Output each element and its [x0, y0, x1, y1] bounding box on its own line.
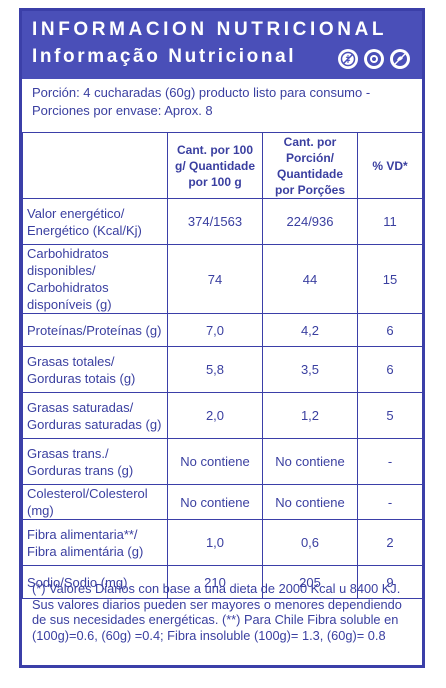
title-portuguese: Informação Nutricional	[32, 46, 297, 67]
certification-icons	[338, 49, 410, 69]
nutrient-name: Sodio/Sodio (mg)	[22, 565, 168, 599]
nutrient-name-line2: Gorduras trans (g)	[27, 462, 134, 478]
nutrient-name-line1: Proteínas/Proteínas (g)	[27, 322, 162, 338]
serving-info: Porción: 4 cucharadas (60g) producto lis…	[32, 84, 412, 120]
nutrient-name-line1: Grasas saturadas/	[27, 399, 134, 415]
value-per-portion: 0,6	[262, 519, 358, 566]
value-per-portion: 3,5	[262, 346, 358, 393]
table-row: Sodio/Sodio (mg) 210 205 9	[22, 565, 423, 599]
serving-size: Porción: 4 cucharadas (60g) producto lis…	[32, 85, 371, 100]
table-header-row: Cant. por 100 g/ Quantidade por 100 g Ca…	[22, 132, 423, 199]
nutrient-name-line1: Colesterol/Colesterol (mg)	[27, 486, 148, 518]
nutrient-name-line2: Gorduras saturadas (g)	[27, 416, 162, 432]
nutrient-name-line2: Fibra alimentária (g)	[27, 543, 144, 559]
nutrient-name-line1: Carbohidratos disponibles/	[27, 246, 109, 278]
value-per-portion: 205	[262, 565, 358, 599]
nutrient-name-line2: Energético (Kcal/Kj)	[27, 222, 142, 238]
no-preservatives-icon	[390, 49, 410, 69]
nutrient-name: Grasas saturadas/Gorduras saturadas (g)	[22, 392, 168, 439]
value-per-100g: No contiene	[167, 484, 263, 520]
table-row: Carbohidratos disponibles/Carbohidratos …	[22, 244, 423, 314]
nutrient-name: Valor energético/Energético (Kcal/Kj)	[22, 198, 168, 245]
no-gluten-icon	[338, 49, 358, 69]
value-per-100g: 210	[167, 565, 263, 599]
table-row: Fibra alimentaria**/Fibra alimentária (g…	[22, 519, 423, 566]
header-per-portion: Cant. por Porción/ Quantidade por Porçõe…	[262, 132, 358, 199]
table-row: Proteínas/Proteínas (g) 7,0 4,2 6	[22, 313, 423, 347]
daily-value: 6	[357, 346, 423, 393]
daily-value: 5	[357, 392, 423, 439]
value-per-100g: No contiene	[167, 438, 263, 485]
value-per-portion: 224/936	[262, 198, 358, 245]
nutrient-name: Colesterol/Colesterol (mg)	[22, 484, 168, 520]
table-row: Grasas saturadas/Gorduras saturadas (g) 2…	[22, 392, 423, 439]
footnote: (*) Valores Diarios con base a una dieta…	[32, 581, 402, 643]
servings-per-container: Porciones por envase: Aprox. 8	[32, 103, 213, 118]
value-per-100g: 374/1563	[167, 198, 263, 245]
nutrition-panel: INFORMACION NUTRICIONAL Informação Nutri…	[19, 8, 425, 668]
daily-value: 6	[357, 313, 423, 347]
header-daily-value: % VD*	[357, 132, 423, 199]
value-per-100g: 5,8	[167, 346, 263, 393]
daily-value: 11	[357, 198, 423, 245]
header: INFORMACION NUTRICIONAL Informação Nutri…	[22, 11, 422, 79]
nutrient-name: Fibra alimentaria**/Fibra alimentária (g…	[22, 519, 168, 566]
daily-value: 15	[357, 244, 423, 314]
seal-icon	[364, 49, 384, 69]
value-per-portion: 1,2	[262, 392, 358, 439]
nutrient-name-line1: Fibra alimentaria**/	[27, 526, 138, 542]
value-per-100g: 1,0	[167, 519, 263, 566]
daily-value: 9	[357, 565, 423, 599]
nutrient-name: Proteínas/Proteínas (g)	[22, 313, 168, 347]
nutrient-name: Carbohidratos disponibles/Carbohidratos …	[22, 244, 168, 314]
header-nutrient	[22, 132, 168, 199]
value-per-100g: 7,0	[167, 313, 263, 347]
nutrient-name-line1: Grasas trans./	[27, 445, 109, 461]
title-spanish: INFORMACION NUTRICIONAL	[32, 19, 388, 40]
value-per-100g: 74	[167, 244, 263, 314]
nutrient-name-line1: Valor energético/	[27, 205, 125, 221]
header-per-100g: Cant. por 100 g/ Quantidade por 100 g	[167, 132, 263, 199]
value-per-portion: No contiene	[262, 484, 358, 520]
value-per-100g: 2,0	[167, 392, 263, 439]
nutrient-name-line1: Sodio/Sodio (mg)	[27, 574, 128, 590]
table-row: Valor energético/Energético (Kcal/Kj) 374…	[22, 198, 423, 245]
table-row: Grasas trans./Gorduras trans (g) No conti…	[22, 438, 423, 485]
value-per-portion: No contiene	[262, 438, 358, 485]
table-row: Colesterol/Colesterol (mg) No contiene No …	[22, 484, 423, 520]
nutrient-name-line2: Carbohidratos disponíveis (g)	[27, 280, 112, 312]
value-per-portion: 4,2	[262, 313, 358, 347]
daily-value: 2	[357, 519, 423, 566]
table-row: Grasas totales/Gorduras totais (g) 5,8 3,5…	[22, 346, 423, 393]
nutrient-name: Grasas totales/Gorduras totais (g)	[22, 346, 168, 393]
nutrition-table: Cant. por 100 g/ Quantidade por 100 g Ca…	[22, 132, 423, 599]
value-per-portion: 44	[262, 244, 358, 314]
nutrient-name: Grasas trans./Gorduras trans (g)	[22, 438, 168, 485]
daily-value: -	[357, 438, 423, 485]
nutrient-name-line1: Grasas totales/	[27, 353, 115, 369]
daily-value: -	[357, 484, 423, 520]
nutrient-name-line2: Gorduras totais (g)	[27, 370, 136, 386]
